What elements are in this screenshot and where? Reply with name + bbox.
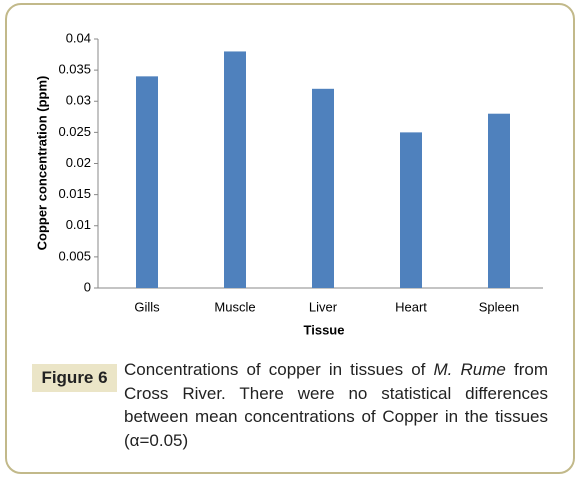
y-tick-label: 0.025 xyxy=(58,124,91,139)
x-tick-label: Heart xyxy=(395,299,427,314)
figure-frame xyxy=(5,3,575,474)
y-tick-label: 0.04 xyxy=(66,30,91,45)
y-tick-label: 0.015 xyxy=(58,186,91,201)
caption-species: M. Rume xyxy=(433,360,506,379)
figure-label: Figure 6 xyxy=(32,364,117,392)
bar xyxy=(136,76,158,288)
y-tick-label: 0 xyxy=(84,279,91,294)
y-axis-title: Copper concentration (ppm) xyxy=(34,76,49,251)
caption-text: Concentrations of copper in tissues of xyxy=(124,360,434,379)
x-tick-label: Muscle xyxy=(214,299,255,314)
y-tick-label: 0.035 xyxy=(58,62,91,77)
y-tick-label: 0.02 xyxy=(66,155,91,170)
x-tick-label: Gills xyxy=(134,299,160,314)
x-tick-label: Liver xyxy=(309,299,338,314)
bar xyxy=(488,113,510,288)
y-tick-label: 0.01 xyxy=(66,217,91,232)
bar xyxy=(312,88,334,288)
bar xyxy=(224,51,246,289)
caption-text: from Cross River. There were no statisti… xyxy=(124,360,548,450)
bar xyxy=(400,132,422,288)
x-tick-label: Spleen xyxy=(479,299,519,314)
y-tick-label: 0.03 xyxy=(66,93,91,108)
figure-caption: Concentrations of copper in tissues of M… xyxy=(124,358,548,452)
x-axis-title: Tissue xyxy=(304,322,345,337)
y-tick-label: 0.005 xyxy=(58,248,91,263)
